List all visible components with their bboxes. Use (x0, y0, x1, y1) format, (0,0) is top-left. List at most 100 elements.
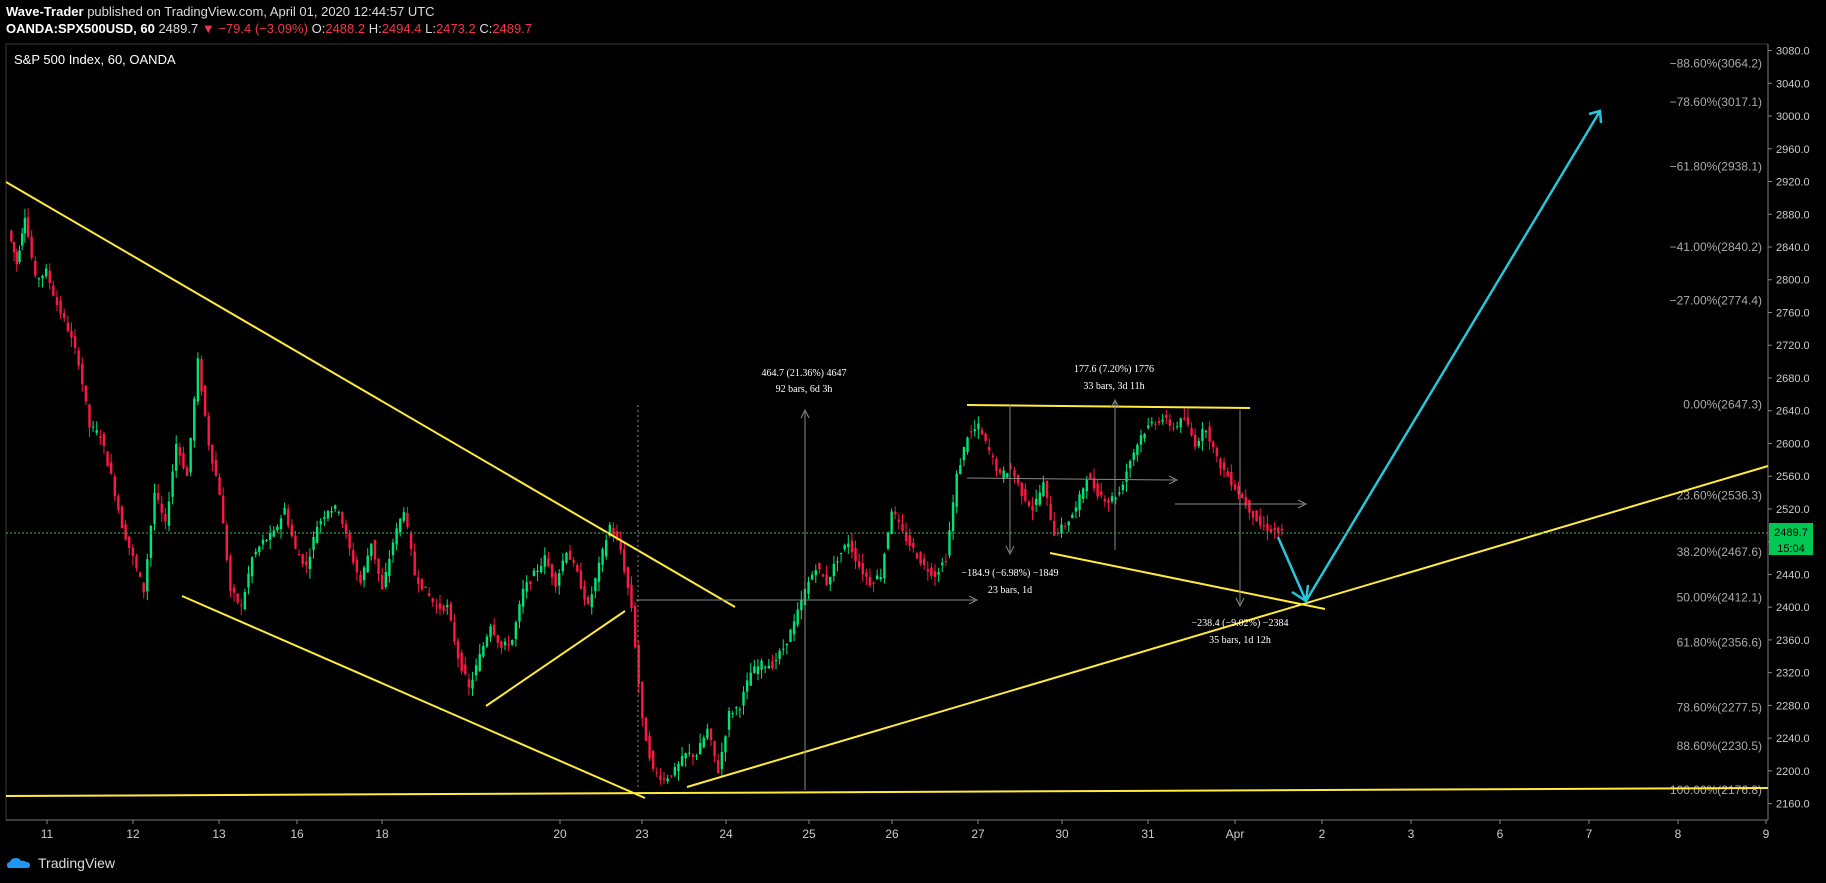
candle-body (904, 532, 908, 542)
candle-body (1215, 448, 1219, 457)
horizontal-support-line[interactable] (5, 787, 1769, 797)
author-name[interactable]: Wave-Trader (6, 4, 84, 19)
candle-body (1053, 520, 1056, 536)
measure-1-line2: 92 bars, 6d 3h (776, 384, 833, 395)
range-bottom-line[interactable] (1049, 552, 1326, 610)
candle-body (449, 603, 453, 621)
candle-body (637, 645, 640, 685)
candle-body (894, 511, 897, 515)
ohlc-line: OANDA:SPX500USD, 60 2489.7 ▼ −79.4 (−3.0… (6, 21, 532, 36)
candle-body (738, 709, 742, 711)
candle-body (442, 605, 445, 612)
candle-body (377, 558, 380, 575)
candle-body (590, 594, 593, 608)
candle-body (250, 557, 254, 577)
candle-body (138, 572, 142, 577)
candle-body (453, 622, 456, 642)
candle-body (525, 582, 528, 592)
candle-body (44, 268, 48, 277)
candle-body (706, 728, 709, 739)
measure-4-line2: 35 bars, 1d 12h (1209, 635, 1271, 646)
measure-3-line2: 23 bars, 1d (988, 585, 1032, 596)
candle-body (182, 453, 185, 469)
candle-body (146, 559, 149, 592)
measure-tools[interactable] (636, 398, 1308, 790)
y-tick-label: 2840.0 (1776, 242, 1810, 254)
fib-level-label: −61.80%(2938.1) (1670, 160, 1762, 174)
lower-wedge-trendline[interactable] (181, 595, 646, 799)
candle-body (782, 648, 785, 650)
candle-body (1136, 444, 1139, 456)
range-top-line[interactable] (966, 404, 1251, 409)
candle-body (1060, 524, 1063, 534)
candle-body (702, 737, 705, 748)
candle-body (1027, 501, 1031, 506)
candle-body (409, 532, 413, 549)
candle-body (109, 462, 113, 474)
candle-body (362, 567, 366, 581)
candle-body (319, 520, 322, 525)
candle-body (456, 640, 460, 659)
candle-body (95, 430, 98, 433)
candle-body (1240, 494, 1244, 499)
y-tick-label: 2680.0 (1776, 373, 1810, 385)
candle-body (1071, 514, 1074, 519)
low-value: 2473.2 (435, 21, 476, 36)
candle-body (1118, 492, 1121, 494)
candle-body (539, 565, 543, 573)
candle-body (106, 451, 109, 467)
candle-body (366, 555, 369, 573)
candle-body (980, 429, 984, 435)
candle-body (221, 495, 225, 524)
y-tick-label: 2520.0 (1776, 504, 1810, 516)
y-tick-label: 2920.0 (1776, 177, 1810, 189)
candle-body (507, 644, 510, 646)
x-tick-label: 2 (1319, 827, 1326, 841)
x-tick-label: 3 (1408, 827, 1415, 841)
candle-body (1089, 473, 1092, 480)
fib-level-label: 0.00%(2647.3) (1683, 398, 1762, 412)
candle-body (865, 572, 868, 577)
projection-arrowhead-high (1588, 109, 1603, 124)
candle-body (1222, 462, 1226, 470)
rising-support-trendline[interactable] (686, 465, 1769, 788)
fib-level-label: 23.60%(2536.3) (1677, 489, 1762, 503)
candle-body (460, 652, 463, 672)
candle-body (1042, 482, 1045, 497)
candle-body (731, 713, 734, 715)
minor-rising-trendline[interactable] (485, 610, 626, 707)
candle-body (959, 465, 962, 475)
fib-level-label: 61.80%(2356.6) (1677, 636, 1762, 650)
candle-body (897, 519, 901, 522)
candle-body (847, 543, 850, 548)
candle-body (355, 559, 359, 573)
y-tick-label: 2240.0 (1776, 733, 1810, 745)
candle-body (120, 506, 124, 529)
candle-body (229, 556, 232, 591)
x-tick-label: 8 (1675, 827, 1682, 841)
y-tick-label: 2800.0 (1776, 275, 1810, 287)
candle-body (258, 546, 261, 553)
candle-body (283, 508, 286, 515)
x-tick-label: 23 (635, 827, 649, 841)
projected-path-arrow[interactable] (1276, 110, 1602, 604)
candle-body (872, 582, 875, 584)
candle-body (373, 539, 377, 560)
candle-body (857, 561, 861, 568)
candle-body (265, 539, 268, 541)
candle-body (550, 564, 554, 578)
candle-body (399, 518, 402, 533)
candle-body (81, 363, 84, 385)
candle-body (431, 598, 434, 602)
tradingview-footer[interactable]: TradingView (6, 855, 115, 871)
candle-body (279, 518, 283, 529)
fib-level-label: −88.60%(3064.2) (1670, 56, 1762, 70)
y-tick-label: 2640.0 (1776, 406, 1810, 418)
candle-body (1259, 516, 1262, 526)
candle-body (1154, 423, 1157, 425)
candle-body (756, 666, 760, 674)
candle-body (1002, 470, 1005, 480)
upper-wedge-trendline[interactable] (5, 181, 736, 608)
y-tick-label: 2560.0 (1776, 471, 1810, 483)
